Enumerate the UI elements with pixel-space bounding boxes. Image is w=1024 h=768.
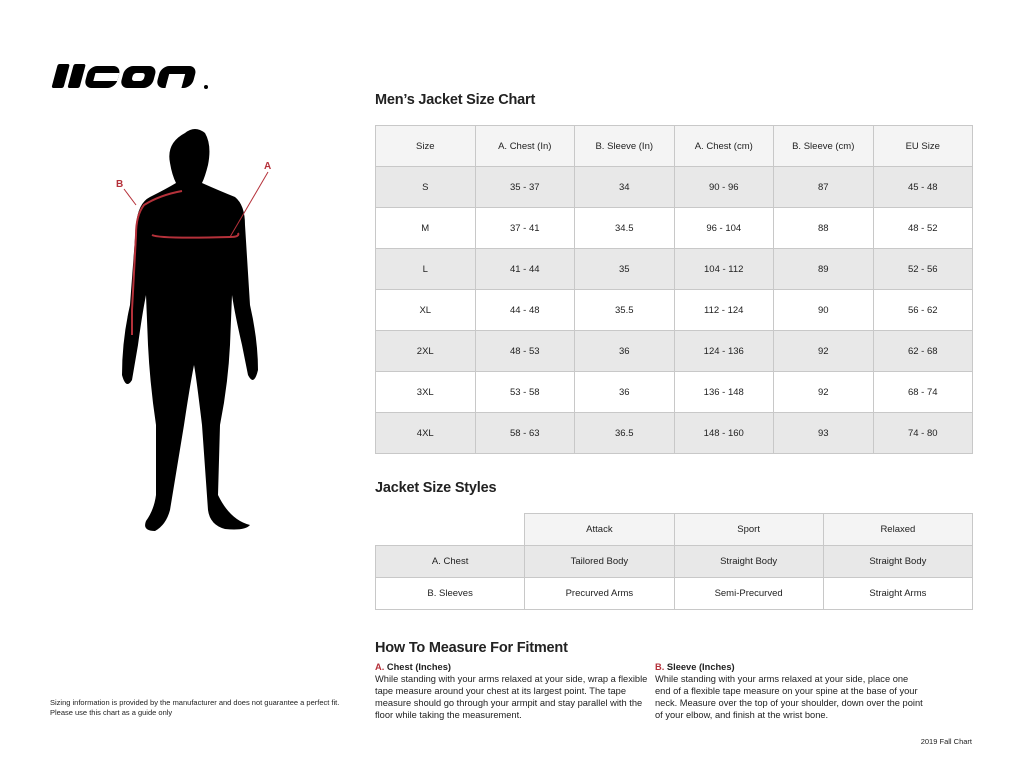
table-row: L 41 - 44 35 104 - 112 89 52 - 56 bbox=[375, 248, 973, 290]
row-label: A. Chest bbox=[374, 545, 526, 578]
disclaimer: Sizing information is provided by the ma… bbox=[50, 698, 339, 718]
size-chart-title: Men’s Jacket Size Chart bbox=[375, 92, 536, 108]
header-cell: A. Chest (In) bbox=[474, 125, 575, 167]
table-cell: 36 bbox=[574, 330, 675, 372]
table-cell: 48 - 53 bbox=[474, 330, 575, 372]
header-cell: B. Sleeve (cm) bbox=[773, 125, 874, 167]
table-cell: 88 bbox=[773, 207, 874, 249]
sleeve-heading: Sleeve (Inches) bbox=[666, 662, 735, 672]
table-cell: 34 bbox=[574, 166, 675, 208]
table-cell: Straight Body bbox=[673, 545, 824, 578]
size-cell: 4XL bbox=[375, 412, 476, 454]
table-cell: 37 - 41 bbox=[474, 207, 575, 249]
chest-letter: A. bbox=[375, 662, 385, 672]
table-cell: 96 - 104 bbox=[673, 207, 774, 249]
header-cell: B. Sleeve (In) bbox=[574, 125, 675, 167]
table-row: 2XL 48 - 53 36 124 - 136 92 62 - 68 bbox=[375, 330, 973, 372]
size-cell: L bbox=[375, 248, 476, 290]
table-cell: 124 - 136 bbox=[673, 330, 774, 372]
table-row: 3XL 53 - 58 36 136 - 148 92 68 - 74 bbox=[375, 371, 973, 413]
size-cell: M bbox=[375, 207, 476, 249]
size-chart-table: Size A. Chest (In) B. Sleeve (In) A. Che… bbox=[375, 125, 973, 454]
header-cell: Relaxed bbox=[822, 513, 974, 546]
table-cell: 52 - 56 bbox=[872, 248, 973, 290]
header-cell: Attack bbox=[524, 513, 675, 546]
size-cell: XL bbox=[375, 289, 476, 331]
table-cell: 93 bbox=[773, 412, 874, 454]
size-cell: S bbox=[375, 166, 476, 208]
table-cell: Tailored Body bbox=[524, 545, 675, 578]
table-cell: 48 - 52 bbox=[872, 207, 973, 249]
size-cell: 2XL bbox=[375, 330, 476, 372]
table-cell: 45 - 48 bbox=[872, 166, 973, 208]
chest-text: While standing with your arms relaxed at… bbox=[375, 674, 648, 720]
body-silhouette: B A bbox=[116, 129, 271, 531]
table-cell: 62 - 68 bbox=[872, 330, 973, 372]
table-row: 4XL 58 - 63 36.5 148 - 160 93 74 - 80 bbox=[375, 412, 973, 454]
table-cell: 89 bbox=[773, 248, 874, 290]
sleeve-letter: B. bbox=[655, 662, 665, 672]
table-cell: 92 bbox=[773, 371, 874, 413]
table-cell: 56 - 62 bbox=[872, 289, 973, 331]
sleeve-measure-line bbox=[131, 190, 183, 335]
sleeve-text: While standing with your arms relaxed at… bbox=[655, 674, 923, 720]
table-cell: 36.5 bbox=[574, 412, 675, 454]
table-row: A. Chest Tailored Body Straight Body Str… bbox=[374, 545, 974, 578]
header-cell: Size bbox=[375, 125, 476, 167]
table-cell: 35 - 37 bbox=[474, 166, 575, 208]
table-header-row: Size A. Chest (In) B. Sleeve (In) A. Che… bbox=[375, 125, 973, 167]
header-cell: A. Chest (cm) bbox=[673, 125, 774, 167]
table-cell: 104 - 112 bbox=[673, 248, 774, 290]
table-row: M 37 - 41 34.5 96 - 104 88 48 - 52 bbox=[375, 207, 973, 249]
label-a: A bbox=[264, 161, 271, 172]
table-cell: 44 - 48 bbox=[474, 289, 575, 331]
styles-table: Attack Sport Relaxed A. Chest Tailored B… bbox=[374, 513, 974, 610]
table-cell: 53 - 58 bbox=[474, 371, 575, 413]
table-cell: Straight Arms bbox=[822, 577, 974, 610]
header-cell: Sport bbox=[673, 513, 824, 546]
table-cell: 35.5 bbox=[574, 289, 675, 331]
table-row: S 35 - 37 34 90 - 96 87 45 - 48 bbox=[375, 166, 973, 208]
table-cell: 92 bbox=[773, 330, 874, 372]
table-cell: 36 bbox=[574, 371, 675, 413]
icon-logo bbox=[50, 56, 210, 92]
chest-measure-line bbox=[151, 232, 240, 239]
table-header-row: Attack Sport Relaxed bbox=[374, 513, 974, 546]
disclaimer-line: Sizing information is provided by the ma… bbox=[50, 698, 340, 707]
table-cell: 90 bbox=[773, 289, 874, 331]
footer-note: 2019 Fall Chart bbox=[920, 737, 972, 746]
styles-title: Jacket Size Styles bbox=[375, 480, 497, 496]
table-cell: 35 bbox=[574, 248, 675, 290]
disclaimer-line: Please use this chart as a guide only bbox=[50, 708, 173, 717]
table-cell: Straight Body bbox=[822, 545, 974, 578]
label-b: B bbox=[116, 179, 123, 190]
chest-instructions: A. Chest (Inches) While standing with yo… bbox=[375, 661, 655, 721]
table-row: B. Sleeves Precurved Arms Semi-Precurved… bbox=[374, 577, 974, 610]
table-cell: 90 - 96 bbox=[673, 166, 774, 208]
table-cell: 34.5 bbox=[574, 207, 675, 249]
table-cell: 87 bbox=[773, 166, 874, 208]
table-cell: Semi-Precurved bbox=[673, 577, 824, 610]
silhouette-shape bbox=[122, 129, 258, 531]
table-cell: 68 - 74 bbox=[872, 371, 973, 413]
table-cell: 148 - 160 bbox=[673, 412, 774, 454]
table-row: XL 44 - 48 35.5 112 - 124 90 56 - 62 bbox=[375, 289, 973, 331]
measure-title: How To Measure For Fitment bbox=[375, 640, 568, 656]
table-cell: 74 - 80 bbox=[872, 412, 973, 454]
header-cell: EU Size bbox=[872, 125, 973, 167]
sleeve-instructions: B. Sleeve (Inches) While standing with y… bbox=[655, 661, 925, 721]
table-cell: 112 - 124 bbox=[673, 289, 774, 331]
table-cell: 58 - 63 bbox=[474, 412, 575, 454]
header-cell bbox=[374, 513, 526, 546]
table-cell: 41 - 44 bbox=[474, 248, 575, 290]
size-cell: 3XL bbox=[375, 371, 476, 413]
table-cell: 136 - 148 bbox=[673, 371, 774, 413]
row-label: B. Sleeves bbox=[374, 577, 526, 610]
chest-heading: Chest (Inches) bbox=[386, 662, 451, 672]
table-cell: Precurved Arms bbox=[524, 577, 675, 610]
